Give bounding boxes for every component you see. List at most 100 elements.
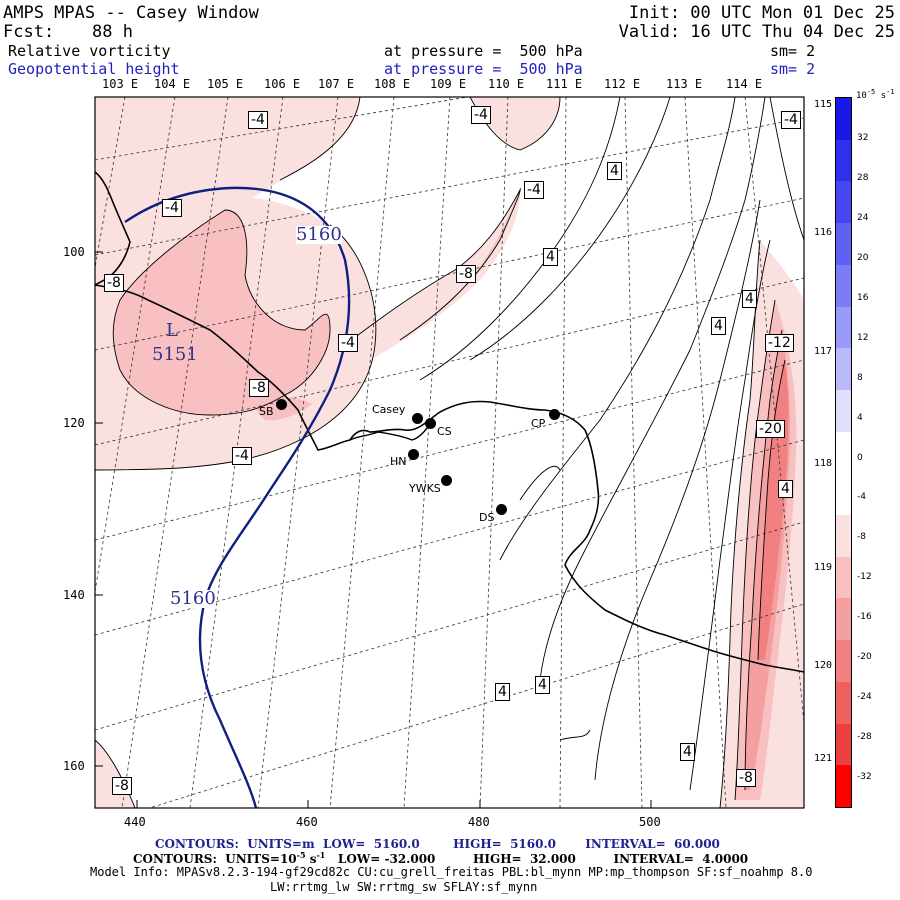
height-label: 5160	[296, 224, 342, 245]
colorbar-tick-label: 0	[857, 452, 863, 463]
colorbar-tick-label: 24	[857, 212, 869, 223]
vort-label: 4	[535, 676, 550, 694]
lon-label: 104 E	[154, 77, 191, 91]
field2-level: at pressure = 500 hPa	[384, 60, 583, 78]
colorbar-segment	[836, 139, 851, 182]
vort-label: 4	[742, 290, 757, 308]
vort-label: 4	[711, 317, 726, 335]
coastline	[95, 171, 804, 673]
colorbar-segment	[836, 431, 851, 474]
lon-label: 112 E	[604, 77, 641, 91]
vort-label: -4	[248, 111, 268, 129]
vorticity-contour-info: CONTOURS: UNITS=10-5 s-1 LOW= -32.000 HI…	[133, 850, 749, 866]
colorbar-tick-label: 32	[857, 133, 869, 143]
vorticity-contours	[95, 97, 804, 808]
colorbar-segment	[836, 98, 851, 141]
valid-time: Valid: 16 UTC Thu 04 Dec 25	[618, 22, 895, 42]
vort-label: -4	[524, 181, 544, 199]
lon-label: 110 E	[488, 77, 525, 91]
y-tick-label: 120	[63, 416, 85, 430]
vort-label: 4	[543, 248, 558, 266]
colorbar-tick-label: -28	[857, 732, 872, 743]
station-marker	[408, 449, 419, 460]
field2-smoothing: sm= 2	[770, 60, 816, 78]
forecast-label: Fcst:	[3, 22, 55, 42]
vort-label: 4	[607, 162, 622, 180]
plot-title: AMPS MPAS -- Casey Window	[3, 3, 259, 23]
lon-label: 114 E	[726, 77, 763, 91]
model-info-physics: LW:rrtmg_lw SW:rrtmg_sw SFLAY:sf_mynn	[270, 880, 538, 894]
colorbar-units: 10-5 s-1	[856, 88, 895, 101]
colorbar-tick-label: 4	[857, 412, 863, 423]
station-marker	[441, 475, 452, 486]
x-tick-label: 480	[468, 815, 490, 829]
low-center-marker: L	[166, 320, 178, 341]
lon-label: 103 E	[102, 77, 139, 91]
colorbar-tick-label: -20	[857, 652, 872, 663]
station-label: CS	[437, 425, 452, 438]
vort-label: -12	[765, 334, 794, 352]
colorbar-segment	[836, 306, 851, 349]
init-time: Init: 00 UTC Mon 01 Dec 25	[628, 3, 895, 23]
vort-label: 4	[778, 480, 793, 498]
y-tick-label: 100	[63, 245, 85, 259]
station-marker	[549, 409, 560, 420]
height-contour-info: CONTOURS: UNITS=m LOW= 5160.0 HIGH= 5160…	[155, 837, 720, 851]
x-tick-label: 440	[124, 815, 146, 829]
x-tick-label: 460	[296, 815, 318, 829]
vort-label: -4	[232, 447, 252, 465]
colorbar-segment	[836, 264, 851, 308]
lon-label: 107 E	[318, 77, 355, 91]
graticule	[95, 97, 804, 808]
station-marker	[412, 413, 423, 424]
vort-label: 4	[495, 683, 510, 701]
station-label: YWKS	[409, 482, 441, 495]
colorbar-tick-label: -4	[857, 492, 866, 503]
height-label: 5151	[152, 344, 198, 365]
colorbar-segment	[836, 223, 851, 266]
vort-label: -8	[104, 274, 124, 292]
colorbar-tick-label: 16	[857, 292, 869, 303]
station-label: SB	[259, 405, 274, 418]
vort-label: -8	[456, 265, 476, 283]
station-label: DS	[479, 511, 495, 524]
colorbar-segment	[836, 681, 851, 725]
forecast-hour: 88 h	[92, 22, 133, 42]
colorbar-tick-label: -16	[857, 612, 872, 623]
model-info: Model Info: MPASv8.2.3-194-gf29cd82c CU:…	[90, 865, 813, 879]
vort-label: 4	[680, 743, 695, 761]
vort-label: -4	[162, 199, 182, 217]
colorbar-segment	[836, 515, 851, 558]
vorticity-shading	[95, 97, 804, 808]
vort-label: -20	[756, 420, 785, 438]
vort-label: -8	[112, 777, 132, 795]
map-frame	[94, 96, 805, 809]
station-label: Casey	[372, 403, 406, 416]
station-marker	[496, 504, 507, 515]
lon-label: 113 E	[666, 77, 703, 91]
x-tick-label: 500	[639, 815, 661, 829]
colorbar	[835, 97, 852, 808]
colorbar-segment	[836, 473, 851, 516]
colorbar-segment	[836, 389, 851, 433]
station-label: CP	[531, 417, 546, 430]
colorbar-segment	[836, 556, 851, 599]
vort-label: -4	[781, 111, 801, 129]
colorbar-segment	[836, 640, 851, 683]
colorbar-tick-label: -24	[857, 692, 872, 703]
vort-label: -8	[249, 379, 269, 397]
station-label: HN	[390, 455, 407, 468]
colorbar-tick-label: 20	[857, 252, 869, 263]
colorbar-segment	[836, 598, 851, 641]
colorbar-tick-label: -12	[857, 572, 872, 583]
colorbar-tick-label: 28	[857, 172, 869, 183]
lon-label: 106 E	[264, 77, 301, 91]
colorbar-tick-label: -32	[857, 772, 872, 782]
colorbar-tick-label: 12	[857, 332, 869, 343]
height-label: 5160	[170, 588, 216, 609]
lon-label: 109 E	[430, 77, 467, 91]
station-marker	[276, 399, 287, 410]
colorbar-segment	[836, 765, 851, 808]
field2-name: Geopotential height	[8, 60, 180, 78]
